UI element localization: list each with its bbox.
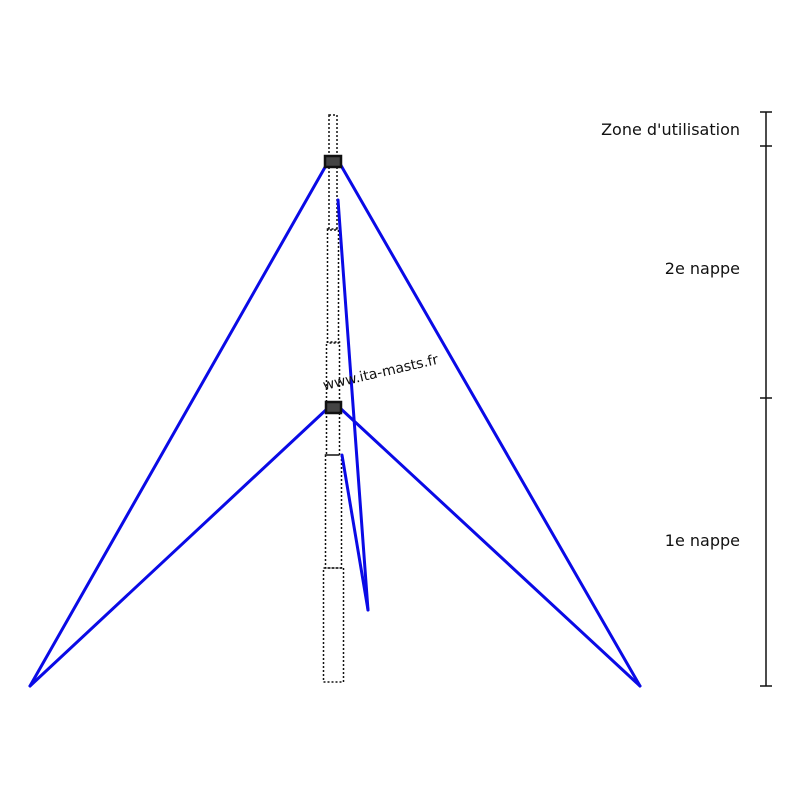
lower-guy-left [28, 406, 330, 688]
upper-guy-left [28, 160, 330, 688]
upper-guy-right [337, 160, 642, 688]
mast-segment-2 [324, 454, 343, 569]
mast-segment-3 [325, 341, 341, 456]
lower-guy-front [340, 453, 370, 612]
mast [322, 114, 345, 683]
label-2e-nappe: 2e nappe [664, 259, 740, 278]
lower-guy-ring [324, 400, 343, 415]
mast-segment-1 [322, 567, 345, 683]
label-zone-utilisation: Zone d'utilisation [601, 120, 740, 139]
lower-guy-right [338, 406, 642, 688]
upper-guy-front [336, 198, 370, 612]
mast-segment-4 [326, 228, 340, 344]
label-1e-nappe: 1e nappe [664, 531, 740, 550]
height-scale [760, 111, 772, 687]
mast-segment-5 [328, 114, 338, 231]
upper-guy-ring [323, 154, 343, 169]
